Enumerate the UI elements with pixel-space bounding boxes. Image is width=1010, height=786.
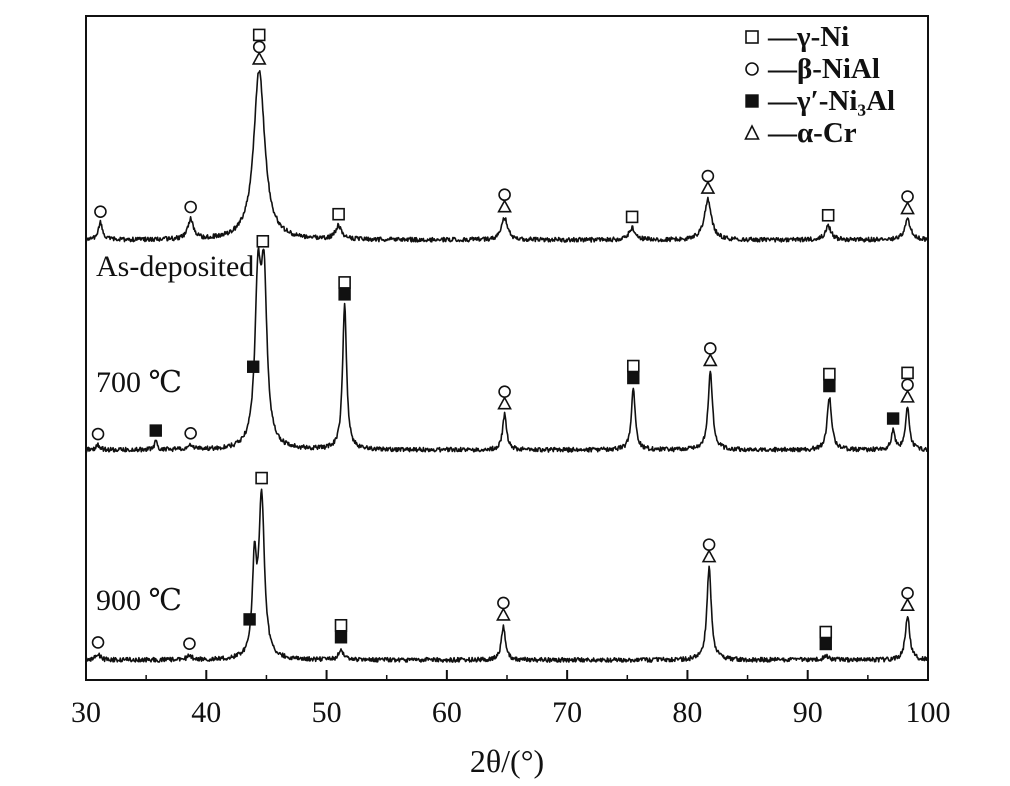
x-axis-ticks: 30 40 50 60 70 80 90 100	[71, 670, 951, 729]
marker-square-1-8-1	[821, 208, 835, 222]
x-tick-label-5: 70	[552, 696, 582, 729]
marker-square-3-5-2	[334, 618, 348, 632]
marker-triangle-1-9-1	[900, 200, 915, 215]
series-label-3: 900 ℃	[96, 584, 182, 617]
marker-square-2-12-3	[901, 366, 914, 380]
x-tick-label-3: 50	[312, 696, 342, 729]
marker-filled-square-2-11-1	[886, 412, 900, 425]
x-tick-label-8: 100	[906, 696, 951, 729]
marker-circle-1-1-1	[94, 205, 107, 218]
marker-triangle-1-7-1	[700, 180, 716, 194]
x-tick-label-1: 30	[71, 696, 101, 729]
series-labels: As-deposited 700 ℃ 900 ℃	[96, 250, 254, 617]
marker-circle-3-2-1	[183, 637, 196, 650]
marker-circle-3-9-2	[901, 586, 914, 600]
marker-circle-1-7-2	[701, 169, 715, 183]
legend-label-4: —α-Cr	[767, 117, 857, 149]
phase-markers-layer	[91, 28, 915, 651]
marker-circle-2-12-2	[901, 378, 914, 392]
marker-circle-1-5-2	[498, 188, 511, 202]
legend: —γ-Ni—β-NiAl—γ′-Ni₃Al—α-Cr	[744, 21, 895, 149]
marker-filled-square-3-5-1	[334, 631, 348, 644]
marker-square-2-6-2	[338, 276, 351, 289]
marker-filled-square-2-4-1	[246, 360, 260, 373]
marker-triangle-2-7-1	[497, 395, 512, 410]
marker-circle-2-3-1	[184, 427, 197, 440]
marker-square-1-3-3	[252, 28, 266, 42]
marker-circle-1-2-1	[184, 200, 197, 214]
marker-filled-square-2-8-1	[627, 371, 640, 385]
traces-layer	[85, 70, 929, 663]
legend-symbol-3	[745, 94, 759, 108]
marker-circle-2-1-1	[91, 427, 105, 441]
marker-circle-2-9-2	[703, 342, 717, 355]
marker-filled-square-2-2-1	[149, 424, 162, 437]
marker-triangle-3-6-1	[496, 607, 511, 621]
xrd-trace-2	[85, 246, 929, 453]
marker-circle-1-9-2	[901, 190, 914, 203]
marker-filled-square-3-8-1	[819, 637, 832, 651]
xrd-trace-3	[85, 488, 929, 663]
marker-circle-1-3-2	[252, 40, 266, 54]
legend-label-2: —β-NiAl	[767, 53, 880, 85]
marker-square-2-10-2	[823, 367, 836, 381]
legend-symbol-2	[745, 62, 759, 76]
x-tick-label-4: 60	[432, 696, 462, 729]
marker-circle-3-6-2	[497, 596, 510, 610]
marker-circle-3-7-2	[702, 538, 716, 551]
marker-triangle-1-5-1	[497, 199, 512, 213]
marker-square-2-8-2	[626, 359, 640, 373]
marker-filled-square-2-6-1	[338, 288, 351, 301]
marker-square-3-8-2	[819, 625, 833, 639]
marker-square-3-4-1	[255, 471, 268, 485]
marker-triangle-3-9-1	[900, 597, 915, 612]
marker-circle-3-1-1	[91, 636, 105, 649]
legend-label-3: —γ′-Ni₃Al	[767, 85, 895, 117]
marker-triangle-1-3-1	[251, 51, 267, 65]
marker-square-1-4-1	[332, 207, 345, 221]
marker-triangle-2-12-1	[900, 389, 915, 403]
series-label-1: As-deposited	[96, 250, 254, 283]
marker-circle-2-7-2	[498, 385, 511, 398]
marker-filled-square-3-3-1	[243, 613, 256, 626]
legend-symbol-1	[745, 30, 759, 44]
marker-square-2-5-1	[256, 234, 270, 248]
legend-label-1: —γ-Ni	[767, 21, 849, 53]
marker-triangle-3-7-1	[701, 548, 717, 563]
x-tick-label-6: 80	[672, 696, 702, 729]
x-axis-label: 2θ/(°)	[470, 743, 544, 779]
series-label-2: 700 ℃	[96, 366, 182, 399]
legend-symbol-4	[744, 124, 760, 140]
marker-filled-square-2-10-1	[823, 379, 836, 393]
marker-triangle-2-9-1	[702, 352, 718, 367]
xrd-trace-1	[85, 70, 929, 243]
marker-square-1-6-1	[625, 210, 639, 224]
x-tick-label-7: 90	[793, 696, 823, 729]
x-tick-label-2: 40	[191, 696, 221, 729]
